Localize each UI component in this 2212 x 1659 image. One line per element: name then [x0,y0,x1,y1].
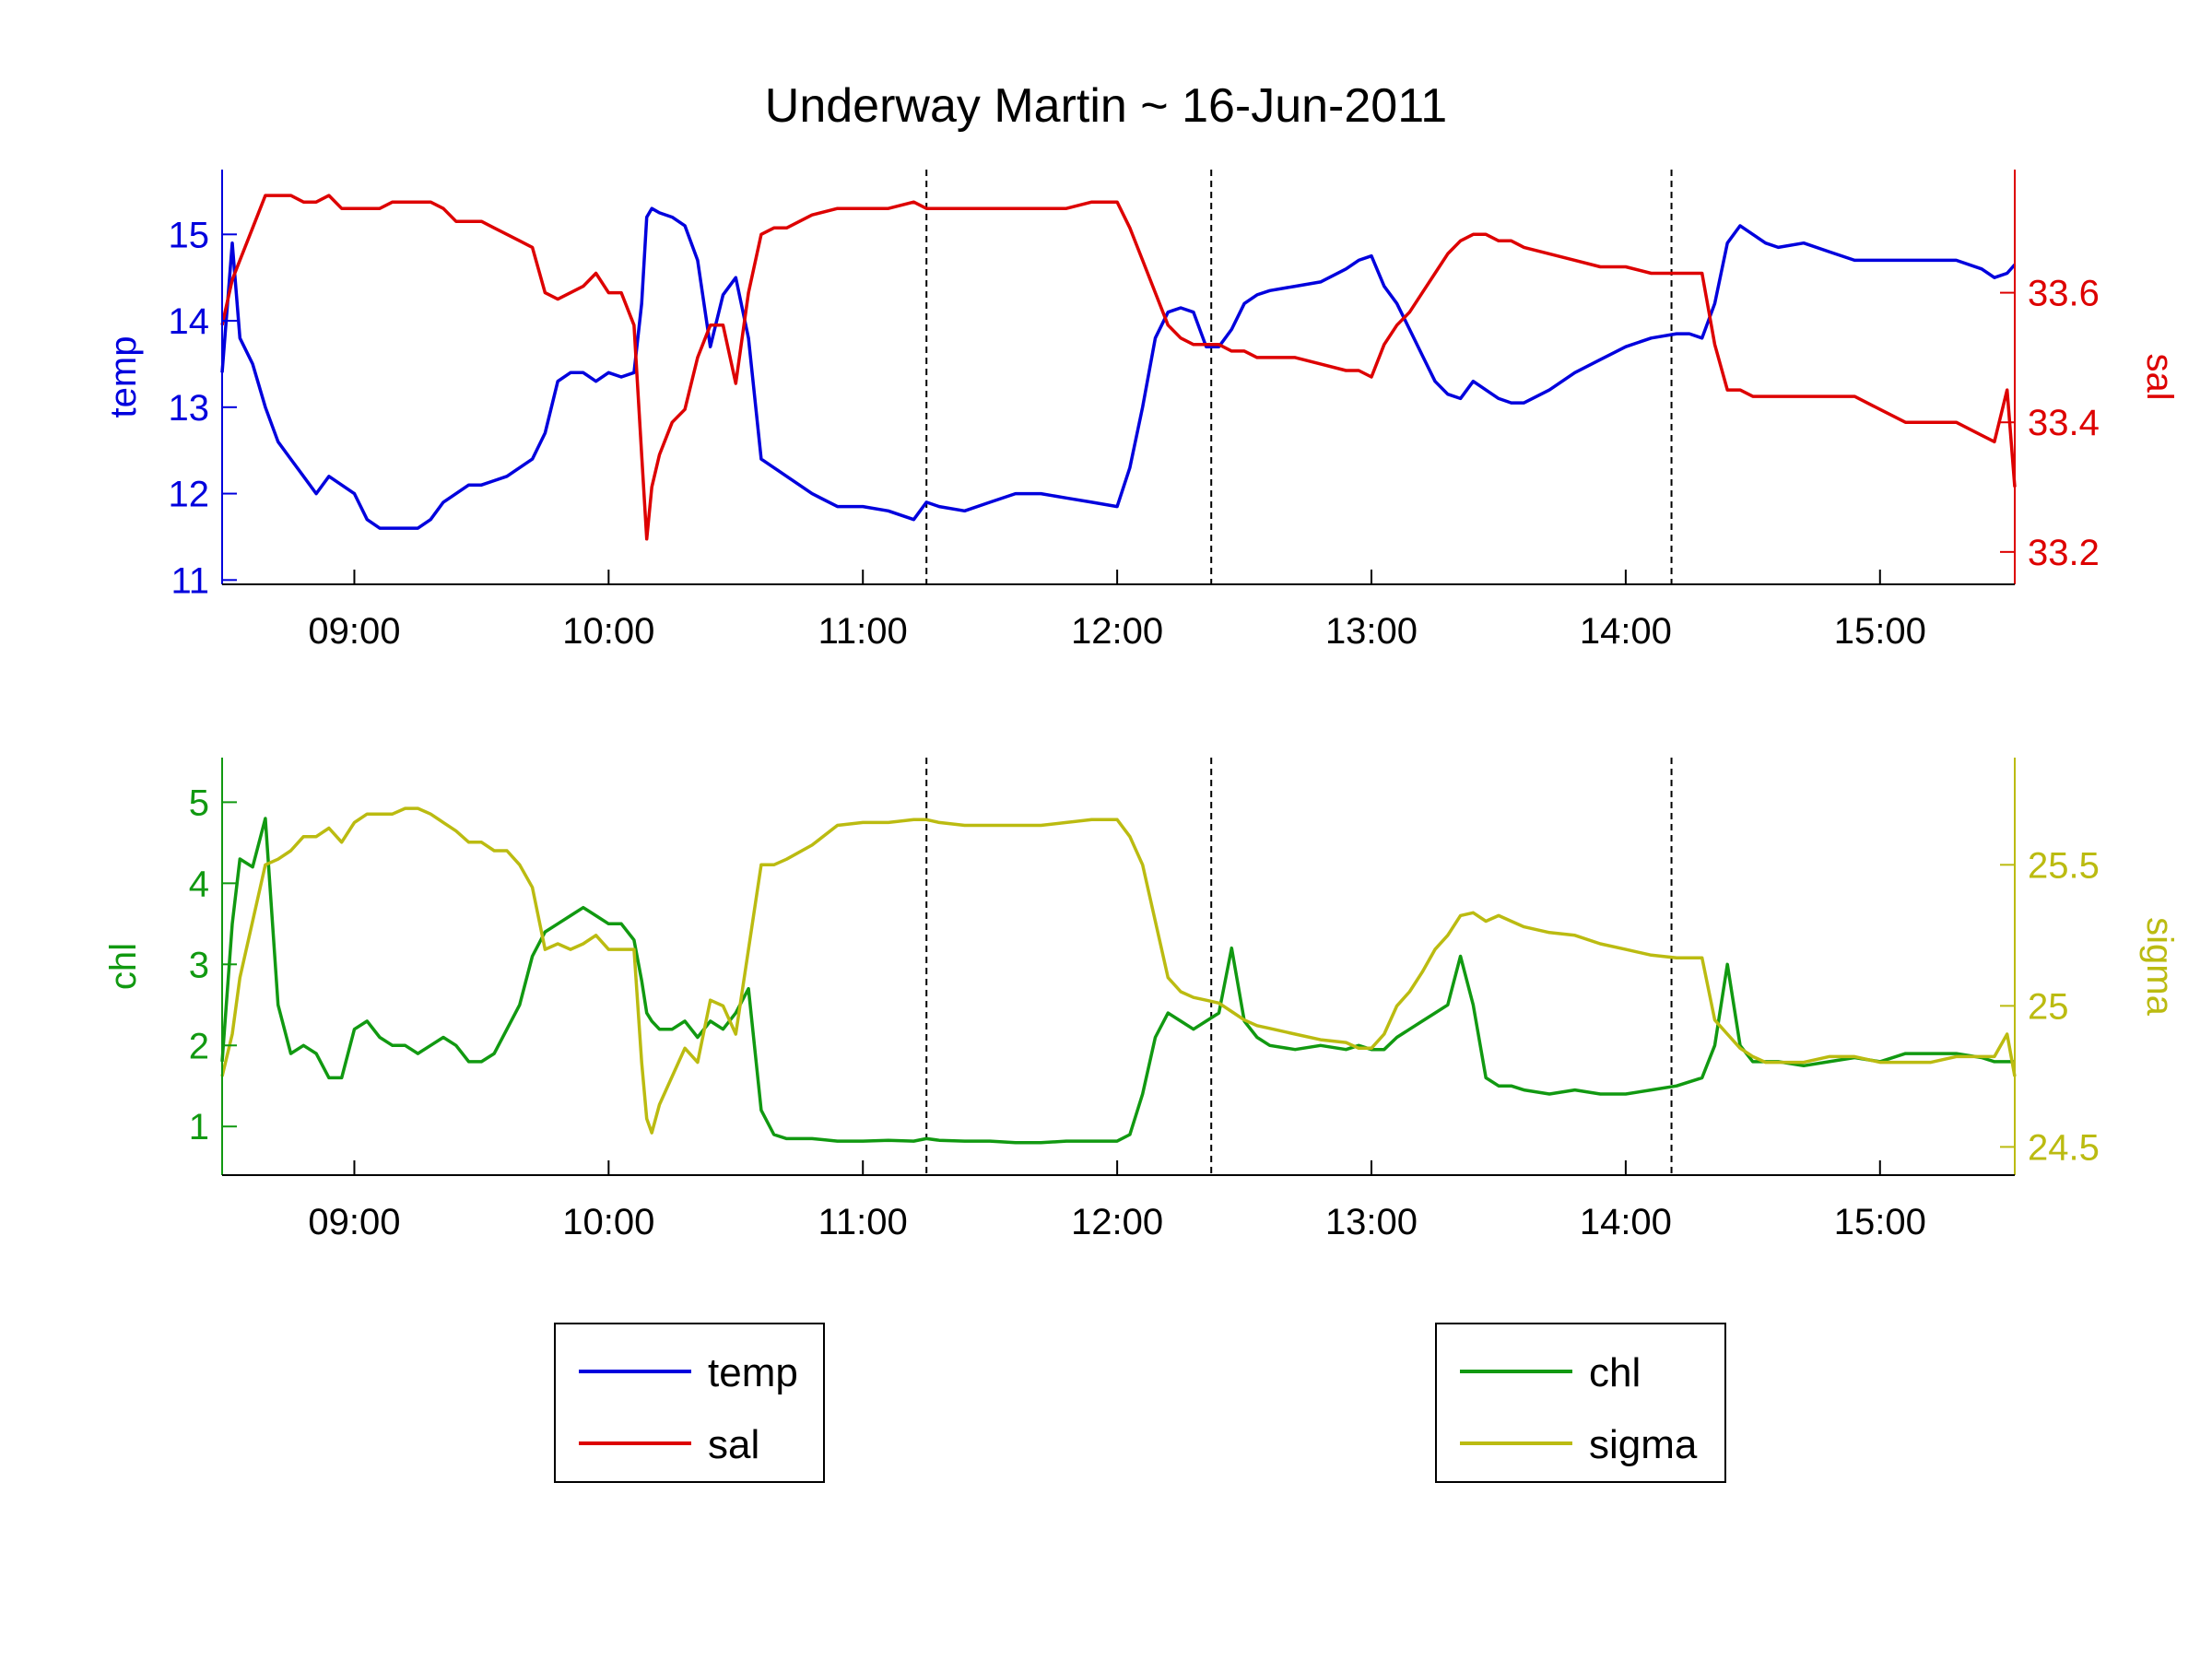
top-x-tick-label: 09:00 [308,611,400,652]
bottom-right-axis-label: sigma [2139,917,2180,1016]
top-panel: 11 12 13 14 15 33.2 33.4 33.6 09:00 10:00 11:00 1… [103,170,2180,652]
legend-label-chl: chl [1589,1350,1641,1395]
top-left-tick-label: 15 [169,215,210,255]
bottom-x-tick-label: 12:00 [1071,1202,1163,1242]
top-right-axis-label: sal [2139,353,2180,400]
top-station-lines [925,170,1673,584]
series-line-sal [220,194,2017,541]
top-x-tick-label: 13:00 [1325,611,1418,652]
top-right-tick-label: 33.4 [2028,403,2100,443]
series-line-chl [220,817,2015,1145]
bottom-left-tick-label: 5 [189,782,209,823]
top-right-tick-label: 33.2 [2028,533,2100,573]
top-right-ticks: 33.2 33.4 33.6 [2000,274,2100,573]
top-right-tick-label: 33.6 [2028,274,2100,314]
bottom-x-tick-label: 10:00 [562,1202,654,1242]
bottom-x-tick-label: 15:00 [1834,1202,1926,1242]
bottom-x-tick-label: 13:00 [1325,1202,1418,1242]
series-line-sigma [220,806,2017,1135]
top-x-tick-label: 10:00 [562,611,654,652]
bottom-series-lines [220,806,2017,1145]
chart-title: Underway Martin ~ 16-Jun-2011 [765,79,1447,133]
bottom-left-tick-label: 2 [189,1026,209,1066]
top-left-axis-label: temp [103,336,144,418]
top-left-tick-label: 13 [169,388,210,429]
top-x-tick-label: 15:00 [1834,611,1926,652]
bottom-left-tick-label: 3 [189,945,209,985]
legend-box [1435,1323,1726,1483]
top-left-tick-label: 11 [171,560,209,601]
bottom-x-tick-label: 11:00 [818,1202,908,1242]
legend-temp-sal: temp sal [554,1323,825,1483]
top-left-tick-label: 14 [169,301,210,342]
legend-box [554,1323,825,1483]
bottom-panel: 1 2 3 4 5 24.5 25 25.5 09:00 10:00 11:00 12:00 13:… [103,758,2180,1242]
bottom-left-tick-label: 4 [189,864,209,904]
bottom-right-ticks: 24.5 25 25.5 [2000,845,2100,1168]
legend-chl-sigma: chl sigma [1435,1323,1726,1483]
legend-label-sigma: sigma [1589,1422,1698,1467]
legend-label-sal: sal [708,1422,759,1467]
series-line-temp [220,206,2017,530]
bottom-right-tick-label: 25.5 [2028,845,2100,886]
bottom-right-tick-label: 25 [2028,986,2069,1027]
top-series-lines [220,194,2017,541]
top-left-tick-label: 12 [169,475,210,515]
bottom-x-tick-label: 09:00 [308,1202,400,1242]
top-x-tick-label: 14:00 [1580,611,1672,652]
top-x-tick-label: 12:00 [1071,611,1163,652]
top-x-tick-label: 11:00 [818,611,908,652]
top-x-ticks: 09:00 10:00 11:00 12:00 13:00 14:00 15:00 [308,570,1926,652]
top-left-ticks: 11 12 13 14 15 [169,215,237,601]
bottom-station-lines [925,758,1673,1175]
bottom-left-ticks: 1 2 3 4 5 [189,782,237,1147]
bottom-left-tick-label: 1 [189,1107,209,1147]
legend-label-temp: temp [708,1350,798,1395]
bottom-x-ticks: 09:00 10:00 11:00 12:00 13:00 14:00 15:00 [308,1160,1926,1242]
bottom-x-tick-label: 14:00 [1580,1202,1672,1242]
bottom-left-axis-label: chl [103,943,144,990]
bottom-right-tick-label: 24.5 [2028,1127,2100,1168]
